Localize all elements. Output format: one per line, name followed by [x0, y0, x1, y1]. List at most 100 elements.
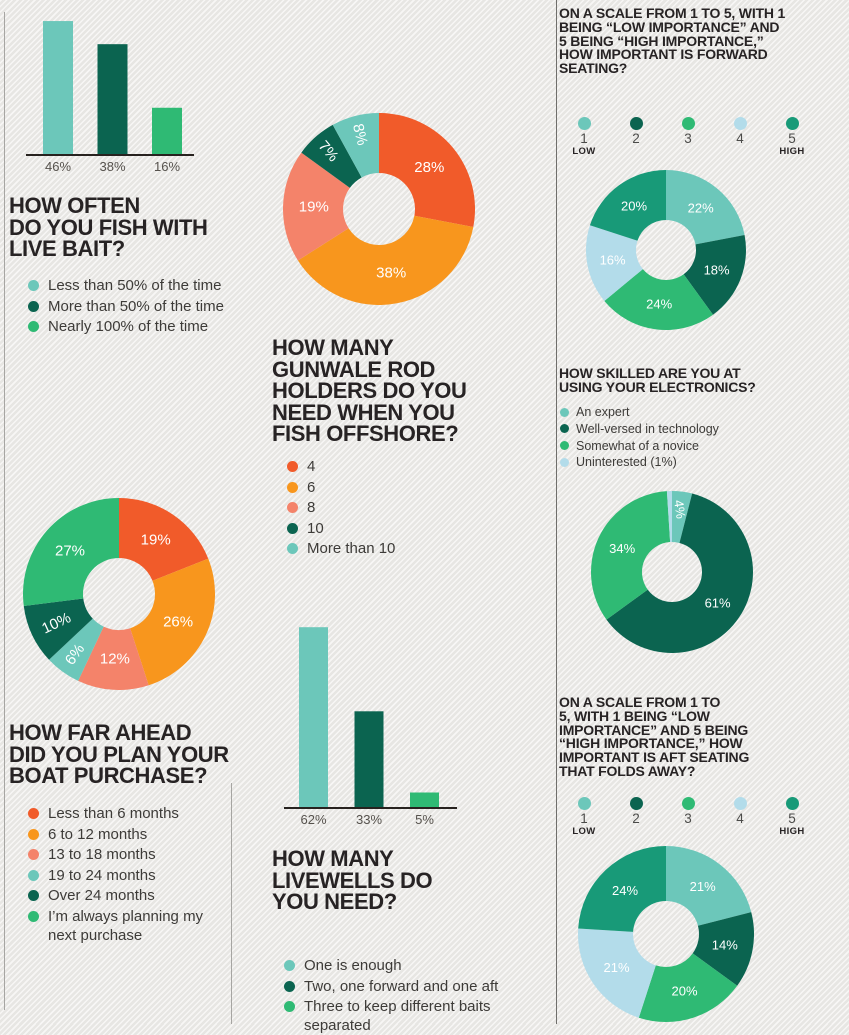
legend-dot-icon: [560, 441, 569, 451]
bar-value-label: 62%: [300, 812, 326, 827]
donut-slice-label: 12%: [100, 651, 130, 668]
legend-dot-icon: [560, 424, 569, 434]
scale-sublabel: HIGH: [779, 146, 805, 157]
legend-dot-icon: [28, 321, 39, 332]
bar: [354, 711, 384, 807]
bar-value-label: 33%: [356, 812, 382, 827]
scale-number: 2: [632, 131, 640, 146]
legend-item: 19 to 24 months: [28, 866, 213, 887]
legend-item: I’m always planning my next purchase: [28, 907, 213, 945]
legend-label: Somewhat of a novice: [576, 438, 699, 453]
donut-slice-label: 21%: [690, 879, 716, 894]
donut-slice-label: 18%: [704, 263, 730, 278]
legend-item: Less than 6 months: [28, 804, 213, 825]
scale-dot-icon: [577, 117, 591, 130]
donut-slice-label: 21%: [603, 960, 629, 975]
legend-item: 4: [287, 457, 487, 478]
legend-dot-icon: [28, 280, 39, 291]
scale-point: 2: [610, 797, 662, 837]
bar-value-label: 46%: [45, 159, 71, 174]
legend-label: 10: [307, 519, 324, 537]
donut-slice: [692, 912, 755, 986]
donut-slice-label: 61%: [705, 596, 731, 611]
donut-slice: [78, 626, 149, 690]
bar-chart-live-bait: 46% 38% 16%: [26, 21, 202, 184]
scale-number: 4: [736, 131, 744, 146]
legend-item: 8: [287, 498, 487, 519]
scale-number: 5: [788, 811, 796, 826]
bar: [410, 792, 439, 807]
legend-item: Uninterested (1%): [560, 454, 780, 471]
importance-scale-aft: 1 LOW 2 3 4 5 HIGH: [558, 797, 818, 837]
donut-slice: [379, 113, 476, 227]
scale-sublabel: LOW: [572, 826, 596, 837]
legend-livewells: One is enough Two, one forward and one af…: [284, 956, 509, 1035]
legend-dot-icon: [560, 457, 569, 467]
section-title-forward-seating: ON A SCALE FROM 1 TO 5, WITH 1 BEING “LO…: [559, 5, 786, 77]
scale-sublabel: LOW: [572, 146, 596, 157]
donut-slice-label: 22%: [688, 201, 714, 216]
legend-label: 4: [307, 458, 316, 475]
donut-slice: [683, 235, 746, 315]
scale-number: 1: [580, 131, 588, 146]
section-title-livewells: HOW MANY LIVEWELLS DO YOU NEED?: [272, 846, 433, 914]
scale-point: 5 HIGH: [766, 117, 818, 157]
scale-dot-icon: [733, 797, 747, 810]
donut-slice: [666, 491, 672, 543]
legend-item: Nearly 100% of the time: [28, 317, 258, 338]
legend-label: 6 to 12 months: [48, 825, 148, 843]
scale-dot-icon: [629, 117, 643, 130]
legend-dot-icon: [287, 481, 298, 493]
legend-dot-icon: [287, 522, 298, 534]
legend-dot-icon: [28, 849, 39, 860]
donut-slice: [297, 215, 474, 306]
legend-item: One is enough: [284, 956, 509, 977]
scale-number: 3: [684, 131, 692, 146]
donut-slice: [282, 152, 350, 261]
donut-chart-electronics: 4% 61% 34%: [591, 491, 753, 658]
legend-label: 6: [307, 478, 316, 496]
legend-electronics: An expert Well-versed in technology Somewh…: [560, 404, 780, 471]
donut-chart-forward-seating: 22% 18% 24% 16% 20%: [586, 170, 746, 335]
donut-slice: [591, 491, 671, 620]
donut-slice: [604, 269, 714, 330]
donut-slice-label: 26%: [163, 613, 193, 630]
legend-dot-icon: [284, 960, 295, 971]
legend-label: One is enough: [304, 957, 402, 974]
section-title-live-bait: HOW OFTEN DO YOU FISH WITH LIVE BAIT?: [9, 193, 208, 261]
donut-slice-label: 27%: [55, 542, 85, 559]
donut-slice: [23, 498, 119, 607]
legend-item: Over 24 months: [28, 886, 213, 907]
bar-value-label: 38%: [99, 159, 125, 174]
donut-chart-aft-seating: 21% 14% 20% 21% 24%: [577, 846, 755, 1027]
donut-slice: [301, 124, 362, 188]
donut-chart-boat-purchase: 19% 26% 12% 6% 10% 27%: [23, 498, 216, 695]
legend-item: 10: [287, 519, 487, 540]
donut-slice-label: 24%: [646, 297, 672, 312]
legend-item: 6 to 12 months: [28, 825, 213, 846]
right-column-divider: [556, 0, 557, 1024]
legend-dot-icon: [284, 1001, 295, 1012]
scale-dot-icon: [681, 117, 695, 130]
legend-item: Somewhat of a novice: [560, 438, 780, 455]
legend-label: I’m always planning my next purchase: [48, 907, 204, 944]
donut-slice-label: 8%: [349, 122, 371, 147]
legend-label: Less than 6 months: [48, 805, 179, 822]
legend-item: An expert: [560, 404, 780, 421]
donut-slice: [589, 170, 666, 241]
scale-number: 1: [580, 811, 588, 826]
donut-slice-label: 34%: [609, 541, 635, 556]
donut-slice: [586, 225, 643, 301]
legend-item: Three to keep different baits separated: [284, 997, 509, 1035]
bar-chart-livewells: 62% 33% 5%: [284, 627, 462, 837]
legend-label: An expert: [576, 405, 630, 419]
scale-point: 4: [714, 117, 766, 157]
scale-point: 1 LOW: [558, 117, 610, 157]
section-title-electronics: HOW SKILLED ARE YOU AT USING YOUR ELECTR…: [559, 365, 756, 395]
legend-dot-icon: [287, 461, 298, 472]
donut-chart-gunwale-rod-holders: 28% 38% 19% 7% 8%: [282, 113, 476, 310]
scale-number: 2: [632, 811, 640, 826]
donut-slice: [606, 493, 753, 653]
bar-value-label: 16%: [154, 159, 180, 174]
scale-dot-icon: [785, 797, 799, 810]
